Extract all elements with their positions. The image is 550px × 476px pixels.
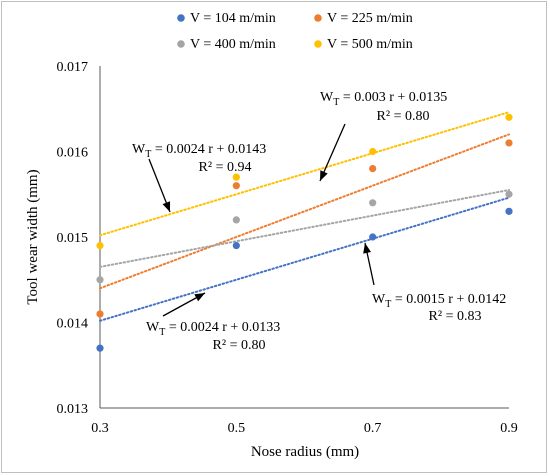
y-tick-label: 0.015: [57, 231, 89, 246]
data-points: [96, 113, 513, 352]
data-point: [232, 241, 240, 250]
data-point: [369, 233, 377, 241]
y-tick-label: 0.017: [57, 60, 89, 75]
data-point: [505, 139, 513, 147]
legend-marker: [177, 14, 185, 22]
data-point: [96, 344, 104, 352]
trendline: [99, 111, 510, 237]
data-point: [505, 113, 513, 121]
trend-r-squared: R² = 0.94: [199, 160, 252, 175]
trend-r-squared: R² = 0.83: [429, 309, 482, 324]
annotation-arrow-line: [319, 123, 346, 182]
annotation-arrows: [148, 123, 375, 317]
y-tick-label: 0.016: [57, 146, 89, 161]
annotation-arrow-head: [162, 201, 171, 212]
annotation-arrow-head: [194, 293, 205, 302]
legend-marker: [314, 14, 322, 22]
y-axis-title: Tool wear width (mm): [25, 169, 41, 304]
legend-label: V = 500 m/min: [327, 37, 413, 52]
x-tick-label: 0.5: [228, 421, 246, 436]
legend-label: V = 400 m/min: [190, 37, 276, 52]
trend-r-squared: R² = 0.80: [213, 338, 266, 353]
trend-equation: WT = 0.003 r + 0.0135: [320, 90, 447, 108]
trend-equation: WT = 0.0015 r + 0.0142: [372, 292, 506, 310]
data-point: [369, 165, 377, 173]
x-tick-labels: 0.3 0.5 0.7 0.9: [91, 421, 518, 436]
data-point: [232, 173, 240, 181]
legend: V = 104 m/min V = 225 m/min V = 400 m/min V…: [177, 11, 413, 52]
legend-label: V = 104 m/min: [190, 11, 276, 26]
x-tick-label: 0.7: [364, 421, 382, 436]
data-point: [232, 182, 240, 190]
x-tick-label: 0.9: [500, 421, 518, 436]
y-tick-labels: 0.013 0.014 0.015 0.016 0.017: [57, 60, 89, 417]
trendline: [99, 196, 510, 322]
x-axis-title: Nose radius (mm): [251, 444, 359, 460]
annotation-arrow-head: [363, 243, 372, 254]
data-point: [369, 199, 377, 207]
data-point: [369, 147, 377, 156]
y-tick-label: 0.013: [57, 402, 89, 417]
data-point: [232, 216, 240, 224]
trend-r-squared: R² = 0.80: [377, 109, 430, 124]
y-tick-label: 0.014: [57, 317, 89, 332]
legend-marker: [177, 40, 185, 48]
legend-marker: [314, 40, 322, 48]
x-tick-label: 0.3: [91, 421, 109, 436]
trendline: [99, 188, 510, 268]
trendline: [99, 133, 510, 290]
legend-label: V = 225 m/min: [327, 11, 413, 26]
data-point: [505, 207, 513, 215]
trendlines: [99, 111, 510, 322]
trend-equation: WT = 0.0024 r + 0.0143: [132, 142, 266, 160]
trend-equation: WT = 0.0024 r + 0.0133: [146, 320, 280, 338]
data-point: [96, 241, 104, 250]
data-point: [96, 310, 104, 318]
data-point: [505, 190, 513, 198]
annotation-arrow-head: [320, 170, 328, 181]
data-point: [96, 276, 104, 284]
